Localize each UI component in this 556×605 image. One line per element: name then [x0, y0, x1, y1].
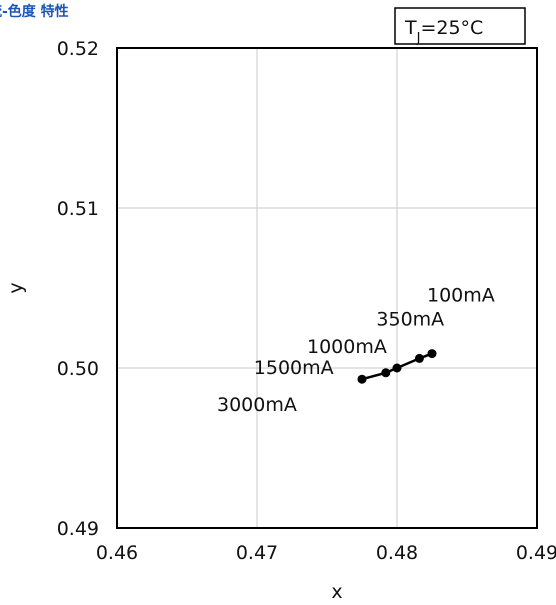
- x-tick-label: 0.48: [376, 542, 418, 564]
- x-tick-label: 0.46: [96, 542, 138, 564]
- data-point: [392, 363, 402, 373]
- data-label: 3000mA: [217, 394, 297, 416]
- data-point: [427, 349, 437, 359]
- data-label: 1000mA: [307, 336, 387, 358]
- data-label: 1500mA: [254, 357, 334, 379]
- y-tick-label: 0.49: [57, 518, 99, 540]
- data-point: [357, 374, 367, 384]
- condition-box-frame: [394, 7, 526, 45]
- data-point: [414, 353, 424, 363]
- data-label: 100mA: [427, 285, 495, 307]
- condition-box: TJ=25°C: [394, 7, 526, 46]
- y-tick-label: 0.51: [57, 198, 99, 220]
- data-point: [381, 368, 391, 378]
- y-tick-labels: 0.49 0.50 0.51 0.52: [57, 38, 99, 540]
- x-tick-label: 0.49: [516, 542, 556, 564]
- condition-sub: J: [416, 31, 421, 46]
- plot-frame: [116, 47, 538, 529]
- page-title: 電流-色度 特性: [0, 4, 69, 20]
- condition-main: T: [404, 17, 417, 39]
- x-axis-label: x: [331, 581, 342, 603]
- y-axis-label: y: [5, 282, 27, 293]
- data-label: 350mA: [376, 308, 444, 330]
- y-tick-label: 0.50: [57, 358, 99, 380]
- grid-lines: [117, 48, 537, 528]
- x-tick-label: 0.47: [236, 542, 278, 564]
- condition-rest: =25°C: [420, 17, 483, 39]
- x-tick-labels: 0.46 0.47 0.48 0.49: [96, 542, 556, 564]
- series-group: [357, 349, 437, 384]
- condition-text: TJ=25°C: [404, 17, 483, 46]
- y-tick-label: 0.52: [57, 38, 99, 60]
